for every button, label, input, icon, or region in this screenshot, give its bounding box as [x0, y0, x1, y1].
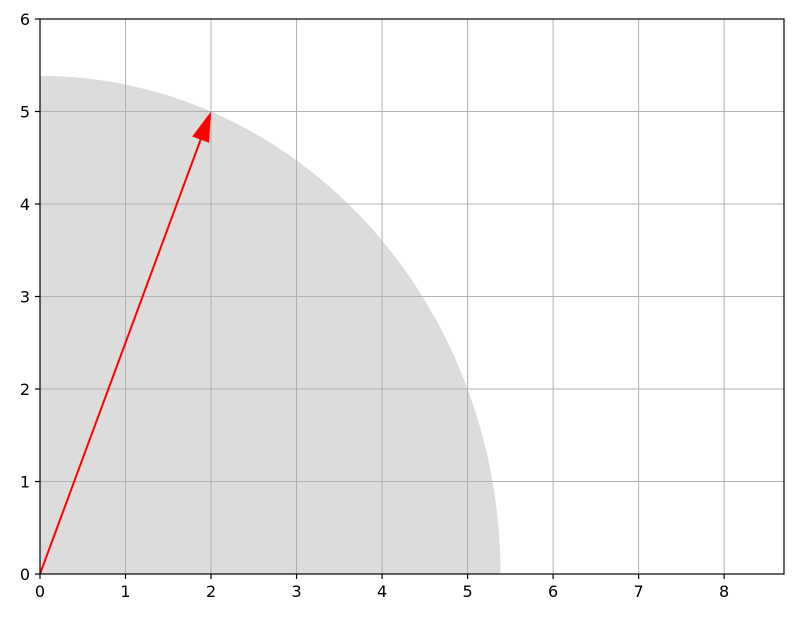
y-tick-label: 0 [20, 565, 30, 584]
y-tick-label: 6 [20, 10, 30, 29]
x-tick-label: 1 [120, 582, 130, 601]
y-tick-label: 3 [20, 288, 30, 307]
x-tick-label: 3 [291, 582, 301, 601]
vector-shaft [40, 139, 202, 574]
x-tick-label: 5 [462, 582, 472, 601]
x-tick-label: 4 [377, 582, 387, 601]
x-tick-label: 2 [206, 582, 216, 601]
y-tick-label: 1 [20, 473, 30, 492]
y-tick-label: 2 [20, 380, 30, 399]
x-tick-label: 6 [548, 582, 558, 601]
y-tick-label: 5 [20, 103, 30, 122]
x-tick-label: 0 [35, 582, 45, 601]
x-axis-ticks: 0 1 2 3 4 5 6 7 8 [35, 574, 729, 601]
y-axis-ticks: 0 1 2 3 4 5 6 [20, 10, 40, 584]
vector-arrowhead [192, 111, 212, 143]
y-tick-label: 4 [20, 195, 30, 214]
x-tick-label: 7 [634, 582, 644, 601]
x-tick-label: 8 [719, 582, 729, 601]
quarter-disc-region [40, 75, 501, 574]
